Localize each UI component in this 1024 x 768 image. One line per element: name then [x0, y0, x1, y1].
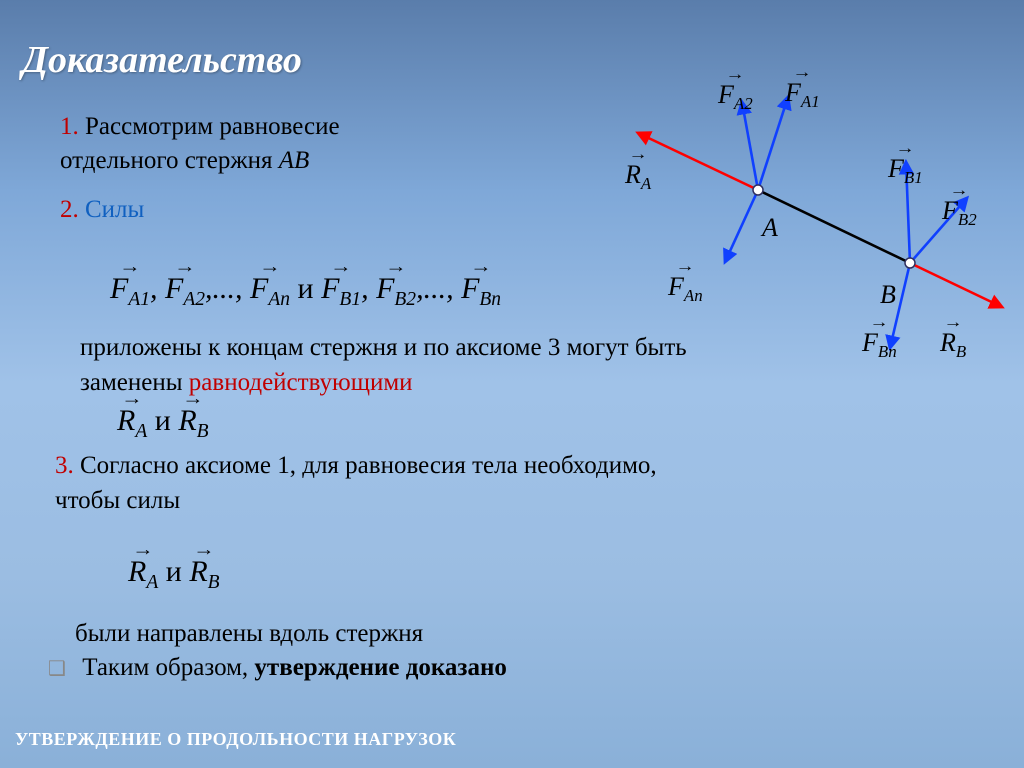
vec-RB: RB	[178, 404, 208, 443]
point-3-num: 3.	[55, 452, 74, 479]
label-RA: RA	[625, 160, 651, 194]
label-FA2: FA2	[718, 80, 753, 114]
point-1-num: 1.	[60, 113, 79, 140]
label-FB2: FB2	[942, 196, 977, 230]
vec-FA2: FA2	[165, 272, 205, 311]
resultants-word: равнодействующими	[189, 369, 413, 396]
point-3-text: Согласно аксиоме 1, для равновесия тела …	[55, 452, 657, 514]
vec-RB-2: RB	[189, 555, 219, 594]
conclusion-bold: утверждение доказано	[254, 654, 506, 681]
vec-FAn: FAn	[250, 272, 290, 311]
vec-FB1: FB1	[321, 272, 361, 311]
label-FBn: FBn	[862, 328, 897, 362]
formula-RA-RB-1: RA и RB	[117, 404, 209, 443]
label-FB1: FB1	[888, 154, 923, 188]
vec-FBn: FBn	[461, 272, 501, 311]
label-FAn: FAn	[668, 272, 703, 306]
point-3-end: были направлены вдоль стержня	[75, 620, 423, 648]
slide-title: Доказательство	[22, 38, 302, 82]
content-block: 1. Рассмотрим равновесие отдельного стер…	[60, 110, 620, 224]
label-FA1: FA1	[785, 78, 820, 112]
conclusion: ❑ Таким образом, утверждение доказано	[48, 654, 507, 682]
label-RB: RB	[940, 328, 966, 362]
point-2: 2. Силы	[60, 196, 620, 224]
point-3: 3. Согласно аксиоме 1, для равновесия те…	[55, 448, 855, 518]
formula-RA-RB-2: RA и RB	[128, 555, 220, 594]
force-diagram: FA2 FA1 RA A FAn FB1 FB2 B FBn RB	[590, 70, 1010, 360]
point-1: 1. Рассмотрим равновесие отдельного стер…	[60, 110, 620, 178]
vec-RA: RA	[117, 404, 147, 443]
label-B: B	[880, 280, 896, 310]
point-2-num: 2.	[60, 196, 79, 223]
vec-FB2: FB2	[376, 272, 416, 311]
label-A: A	[762, 213, 778, 243]
vec-FA1: FA1	[110, 272, 150, 311]
point-2-word: Силы	[79, 196, 145, 223]
point-1-ab: AB	[279, 147, 310, 174]
bullet-icon: ❑	[48, 658, 66, 680]
formula-forces: FA1, FA2,..., FAn и FB1, FB2,..., FBn	[110, 272, 501, 311]
vec-RA-2: RA	[128, 555, 158, 594]
footer-text: УТВЕРЖДЕНИЕ О ПРОДОЛЬНОСТИ НАГРУЗОК	[15, 729, 456, 750]
